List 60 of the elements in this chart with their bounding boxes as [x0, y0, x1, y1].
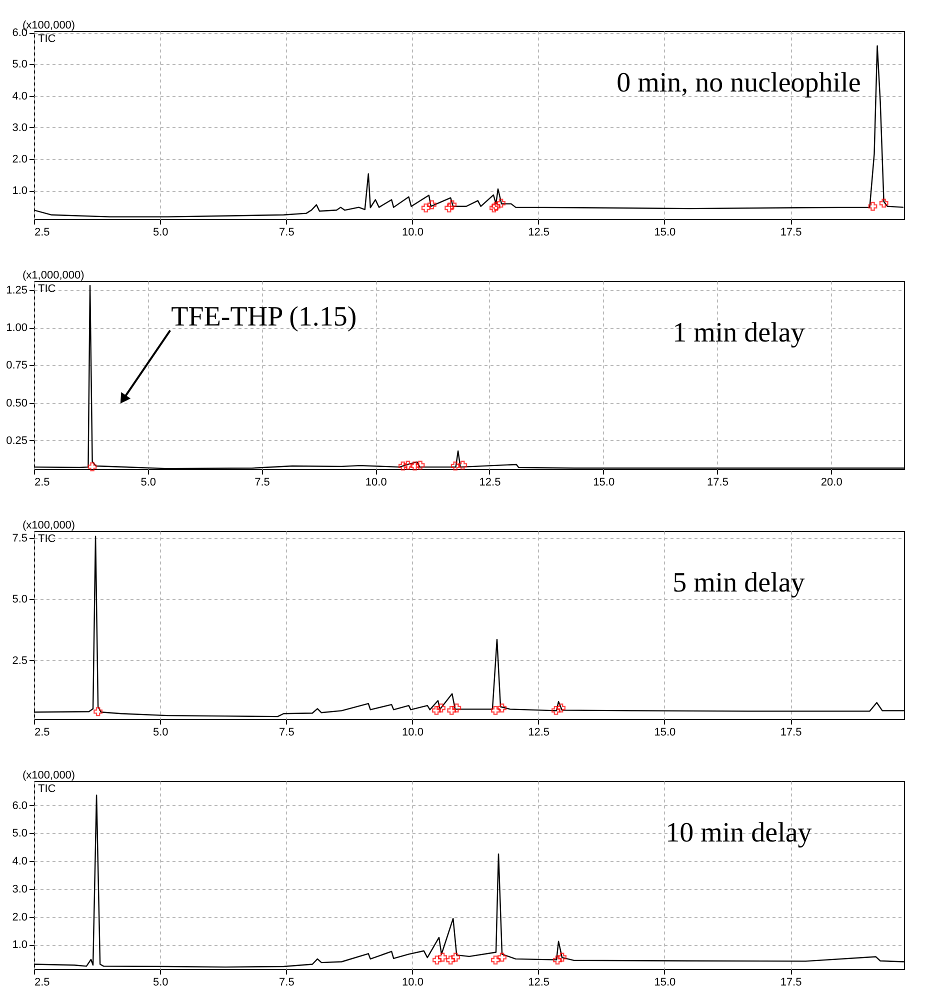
- x-tick-label: 10.0: [402, 976, 424, 988]
- annotation: 0 min, no nucleophile: [616, 68, 861, 99]
- x-tick-label: 5.0: [152, 726, 168, 738]
- y-tick-label: 5.0: [12, 594, 28, 606]
- x-tick-label: 5.0: [152, 226, 168, 238]
- annotation: 1 min delay: [672, 318, 805, 349]
- x-tick-label: 15.0: [654, 726, 676, 738]
- x-tick-label: 2.5: [34, 976, 50, 988]
- y-tick-label: 1.25: [6, 284, 28, 297]
- x-tick-label: 15.0: [593, 476, 615, 488]
- x-tick-label: 15.0: [654, 226, 676, 238]
- y-tick-label: 3.0: [12, 122, 28, 134]
- y-axis-title: (x1,000,000): [22, 270, 84, 282]
- x-tick-label: 12.5: [528, 226, 550, 238]
- annotation: TFE-THP (1.15): [171, 301, 357, 332]
- annotation: 10 min delay: [666, 818, 812, 849]
- y-tick-label: 2.0: [12, 911, 28, 924]
- y-tick-label: 5.0: [12, 828, 28, 840]
- y-tick-label: 1.0: [12, 185, 28, 198]
- x-tick-label: 15.0: [654, 976, 676, 988]
- x-tick-label: 7.5: [279, 226, 294, 238]
- y-tick-label: 7.5: [12, 532, 28, 544]
- x-tick-label: 2.5: [34, 726, 50, 738]
- annotation: 5 min delay: [672, 568, 805, 599]
- x-tick-label: 10.0: [365, 476, 387, 488]
- y-axis-title: (x100,000): [22, 770, 76, 782]
- x-tick-label: 7.5: [279, 976, 294, 988]
- x-tick-label: 12.5: [479, 476, 501, 488]
- x-tick-label: 7.5: [254, 476, 270, 488]
- y-axis-title: (x100,000): [22, 520, 76, 532]
- y-tick-label: 0.50: [6, 397, 28, 410]
- y-tick-label: 1.0: [12, 939, 28, 952]
- x-tick-label: 17.5: [780, 726, 802, 738]
- y-tick-label: 0.25: [6, 434, 28, 447]
- annotation: TIC: [38, 783, 56, 795]
- x-tick-label: 17.5: [780, 976, 802, 988]
- x-tick-label: 17.5: [707, 476, 728, 488]
- annotation: TIC: [38, 33, 56, 45]
- x-tick-label: 12.5: [528, 976, 550, 988]
- x-tick-label: 7.5: [279, 726, 294, 738]
- y-tick-label: 3.0: [12, 883, 28, 896]
- y-tick-label: 1.00: [6, 322, 28, 334]
- y-tick-label: 0.75: [6, 360, 28, 372]
- x-tick-label: 5.0: [140, 476, 156, 488]
- y-tick-label: 2.5: [12, 654, 28, 667]
- y-tick-label: 4.0: [12, 856, 28, 868]
- y-tick-label: 6.0: [12, 800, 28, 812]
- y-tick-label: 5.0: [12, 58, 28, 71]
- y-tick-label: 4.0: [12, 90, 28, 102]
- x-tick-label: 5.0: [152, 976, 168, 988]
- x-tick-label: 2.5: [34, 476, 50, 488]
- x-tick-label: 10.0: [402, 726, 424, 738]
- x-tick-label: 12.5: [528, 726, 550, 738]
- x-tick-label: 2.5: [34, 226, 50, 238]
- x-tick-label: 20.0: [820, 476, 842, 488]
- x-tick-label: 10.0: [402, 226, 424, 238]
- y-tick-label: 2.0: [12, 153, 28, 166]
- annotation: TIC: [38, 283, 56, 295]
- x-tick-label: 17.5: [780, 226, 802, 238]
- annotation: TIC: [38, 533, 56, 545]
